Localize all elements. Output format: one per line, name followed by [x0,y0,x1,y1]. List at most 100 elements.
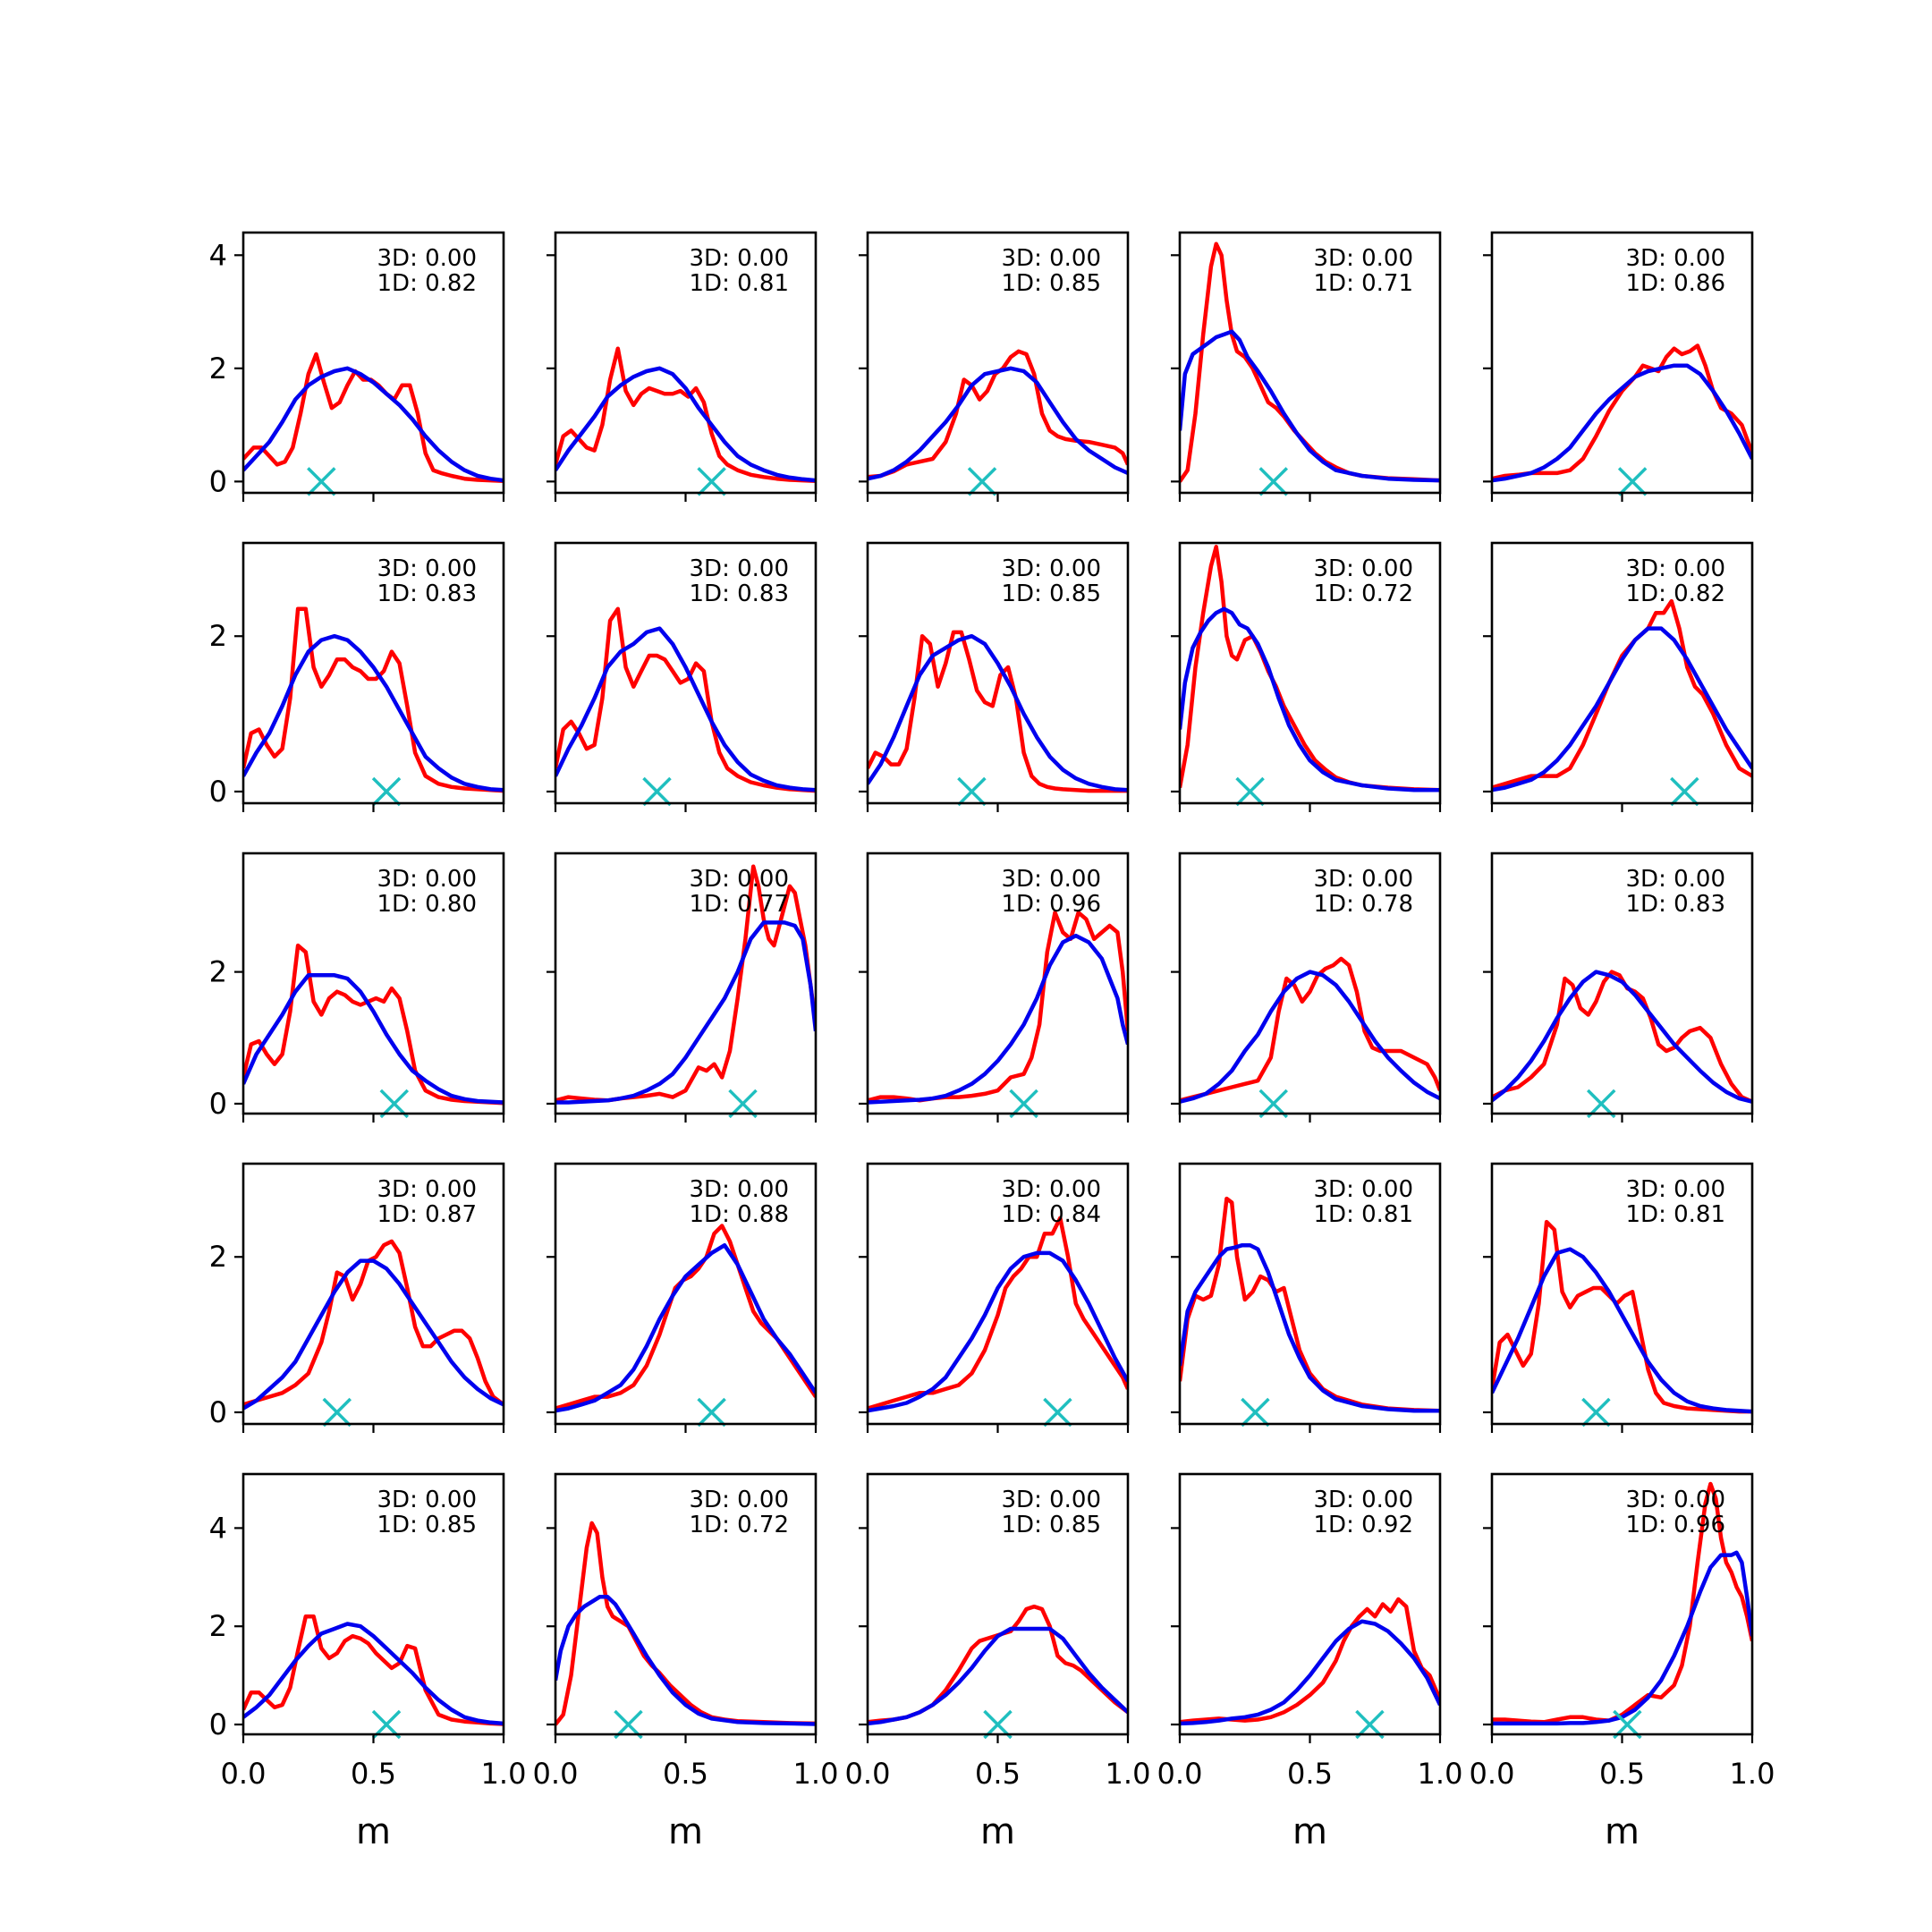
annotation-1d: 1D: 0.83 [377,580,477,607]
annotation-3d: 3D: 0.00 [1626,1176,1725,1203]
x-marker [307,467,336,496]
annotation-3d: 3D: 0.00 [690,866,789,893]
empirical-density-line [243,606,504,793]
model-density-line [868,633,1128,792]
annotation-1d: 1D: 0.84 [1002,1201,1101,1228]
y-tick-label: 2 [209,1609,227,1643]
annotation-1d: 1D: 0.85 [1002,580,1101,607]
y-tick-label: 2 [209,955,227,989]
x-marker [642,776,672,807]
x-marker [1235,776,1265,807]
x-tick-label: 0.0 [1470,1757,1515,1791]
x-tick-label: 0.0 [533,1757,579,1791]
y-tick-label: 0 [209,775,227,809]
x-tick-label: 0.5 [351,1757,396,1791]
x-marker [1617,467,1648,496]
annotation-1d: 1D: 0.87 [377,1201,477,1228]
y-tick-label: 2 [209,352,227,386]
annotation-3d: 3D: 0.00 [690,555,789,582]
annotation-1d: 1D: 0.81 [1314,1201,1413,1228]
annotation-3d: 3D: 0.00 [1002,866,1101,893]
x-tick-label: 1.0 [1106,1757,1151,1791]
y-tick-label: 4 [209,238,227,272]
model-density-line [1492,363,1752,483]
annotation-3d: 3D: 0.00 [1002,1176,1101,1203]
x-marker [1043,1397,1072,1428]
x-tick-label: 0.5 [1287,1757,1333,1791]
annotation-1d: 1D: 0.77 [690,891,789,918]
x-tick-label: 0.0 [1157,1757,1203,1791]
annotation-3d: 3D: 0.00 [1626,1487,1725,1513]
model-density-line [868,1626,1128,1726]
empirical-density-line [868,349,1128,479]
annotation-1d: 1D: 0.86 [1626,270,1725,297]
x-tick-label: 0.5 [663,1757,708,1791]
x-tick-label: 0.5 [1599,1757,1645,1791]
annotation-3d: 3D: 0.00 [1002,555,1101,582]
model-density-line [1180,1242,1440,1413]
annotation-3d: 3D: 0.00 [1314,866,1413,893]
x-marker [1670,776,1699,807]
annotation-3d: 3D: 0.00 [1314,1487,1413,1513]
x-axis-label: m [980,1811,1015,1852]
y-tick-label: 2 [209,619,227,653]
model-density-line [243,1622,504,1726]
x-tick-label: 0.0 [221,1757,267,1791]
model-density-line [555,366,816,483]
x-marker [1241,1397,1270,1428]
x-marker [1258,467,1288,496]
model-density-line [555,626,816,792]
x-axis-label: m [1292,1811,1327,1852]
x-marker [1581,1397,1611,1428]
empirical-density-line [868,630,1128,793]
x-tick-label: 0.0 [845,1757,891,1791]
model-density-line [243,973,504,1105]
annotation-1d: 1D: 0.78 [1314,891,1413,918]
model-density-line [868,366,1128,481]
annotation-1d: 1D: 0.85 [1002,1512,1101,1538]
annotation-3d: 3D: 0.00 [377,555,477,582]
model-density-line [1492,626,1752,792]
annotation-1d: 1D: 0.96 [1626,1512,1725,1538]
annotation-3d: 3D: 0.00 [690,1176,789,1203]
model-density-line [555,1595,816,1726]
annotation-1d: 1D: 0.85 [1002,270,1101,297]
annotation-1d: 1D: 0.96 [1002,891,1101,918]
x-axis-label: m [668,1811,703,1852]
model-density-line [555,1242,816,1413]
annotation-1d: 1D: 0.83 [1626,891,1725,918]
empirical-density-line [243,1239,504,1407]
annotation-1d: 1D: 0.88 [690,1201,789,1228]
annotation-3d: 3D: 0.00 [377,245,477,272]
x-marker [957,776,987,807]
y-tick-label: 0 [209,464,227,498]
model-density-line [1180,329,1440,483]
model-density-line [868,933,1128,1105]
annotation-3d: 3D: 0.00 [1314,1176,1413,1203]
model-density-line [1492,1247,1752,1414]
annotation-3d: 3D: 0.00 [1314,245,1413,272]
annotation-1d: 1D: 0.85 [377,1512,477,1538]
y-tick-label: 0 [209,1395,227,1429]
annotation-1d: 1D: 0.81 [690,270,789,297]
y-tick-label: 0 [209,1087,227,1121]
annotation-3d: 3D: 0.00 [1626,555,1725,582]
model-density-line [1492,970,1752,1104]
x-marker [697,467,726,496]
